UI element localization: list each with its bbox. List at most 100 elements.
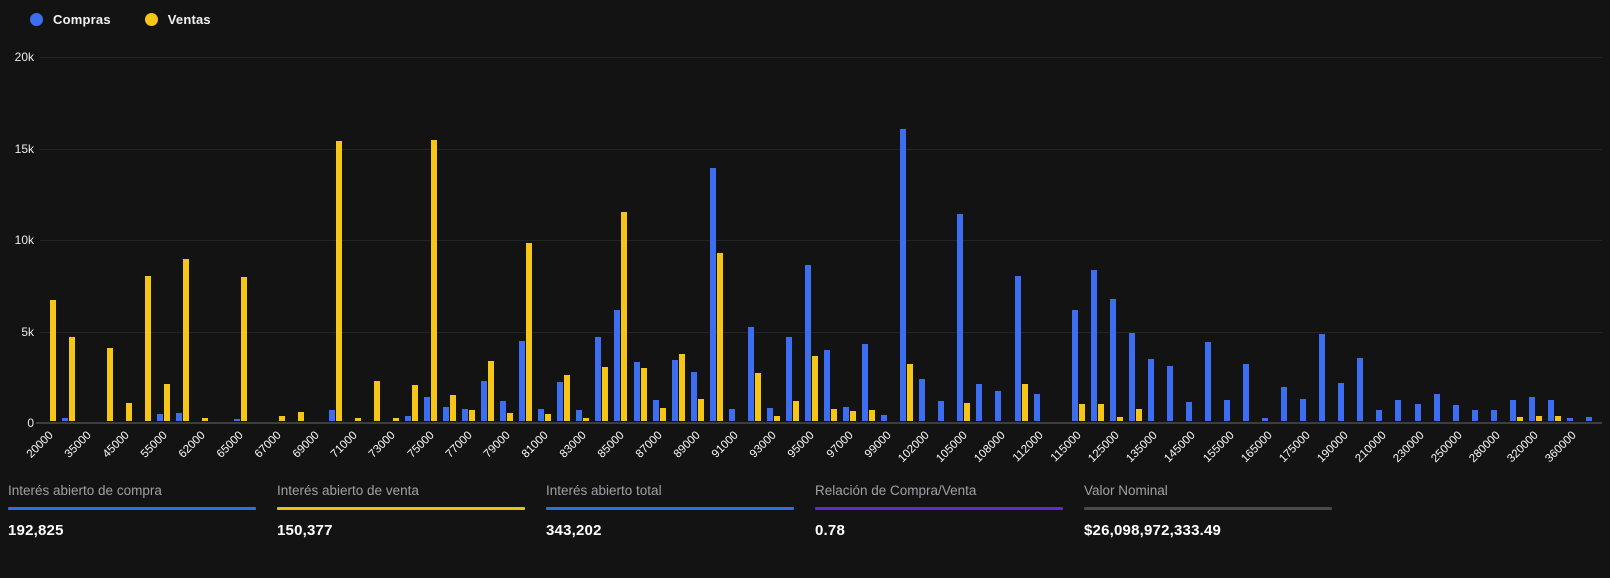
bar-compras[interactable]: [919, 378, 926, 421]
bar-compras[interactable]: [728, 409, 735, 421]
bar-compras[interactable]: [404, 416, 411, 421]
bar-ventas[interactable]: [1535, 416, 1542, 421]
bar-ventas[interactable]: [373, 380, 380, 421]
bar-compras[interactable]: [595, 336, 602, 421]
bar-ventas[interactable]: [335, 141, 342, 421]
bar-compras[interactable]: [785, 336, 792, 421]
bar-compras[interactable]: [1243, 364, 1250, 421]
bar-ventas[interactable]: [240, 277, 247, 421]
bar-ventas[interactable]: [183, 259, 190, 421]
bar-ventas[interactable]: [792, 400, 799, 421]
bar-compras[interactable]: [1566, 418, 1573, 421]
bar-compras[interactable]: [1128, 333, 1135, 421]
bar-compras[interactable]: [1147, 358, 1154, 421]
bar-compras[interactable]: [1224, 399, 1231, 421]
bar-compras[interactable]: [1300, 399, 1307, 421]
bar-compras[interactable]: [1319, 334, 1326, 421]
bar-ventas[interactable]: [1078, 403, 1085, 421]
bar-compras[interactable]: [1585, 416, 1592, 421]
bar-ventas[interactable]: [278, 415, 285, 421]
bar-ventas[interactable]: [811, 356, 818, 421]
bar-compras[interactable]: [62, 418, 69, 421]
bar-ventas[interactable]: [126, 402, 133, 421]
bar-compras[interactable]: [690, 371, 697, 421]
bar-compras[interactable]: [328, 410, 335, 421]
bar-compras[interactable]: [862, 344, 869, 421]
bar-compras[interactable]: [1109, 299, 1116, 421]
bar-compras[interactable]: [614, 310, 621, 421]
bar-compras[interactable]: [1071, 310, 1078, 421]
bar-compras[interactable]: [1547, 399, 1554, 421]
bar-compras[interactable]: [1433, 393, 1440, 421]
bar-compras[interactable]: [1528, 397, 1535, 421]
bar-compras[interactable]: [176, 412, 183, 421]
bar-ventas[interactable]: [1021, 383, 1028, 421]
bar-compras[interactable]: [709, 167, 716, 421]
bar-ventas[interactable]: [507, 412, 514, 421]
bar-compras[interactable]: [500, 400, 507, 421]
bar-compras[interactable]: [1205, 342, 1211, 421]
bar-ventas[interactable]: [69, 336, 76, 421]
bar-compras[interactable]: [1090, 270, 1097, 421]
bar-compras[interactable]: [1281, 387, 1288, 421]
bar-compras[interactable]: [881, 415, 888, 421]
bar-compras[interactable]: [766, 408, 773, 421]
bar-compras[interactable]: [1452, 404, 1459, 421]
bar-compras[interactable]: [1014, 276, 1021, 421]
bar-compras[interactable]: [1338, 382, 1345, 421]
bar-compras[interactable]: [462, 409, 469, 421]
bar-ventas[interactable]: [50, 300, 57, 421]
bar-ventas[interactable]: [907, 364, 914, 421]
bar-ventas[interactable]: [431, 140, 437, 421]
bar-compras[interactable]: [633, 361, 640, 421]
bar-compras[interactable]: [519, 341, 526, 421]
bar-compras[interactable]: [557, 381, 564, 421]
bar-ventas[interactable]: [164, 384, 171, 421]
bar-compras[interactable]: [1357, 357, 1364, 421]
bar-compras[interactable]: [938, 400, 945, 421]
bar-compras[interactable]: [538, 409, 545, 421]
bar-ventas[interactable]: [297, 411, 304, 421]
bar-compras[interactable]: [233, 419, 240, 421]
bar-ventas[interactable]: [869, 410, 876, 421]
bar-ventas[interactable]: [1097, 403, 1104, 421]
bar-ventas[interactable]: [659, 408, 666, 421]
bar-ventas[interactable]: [1516, 416, 1523, 421]
bar-ventas[interactable]: [964, 402, 971, 421]
bar-compras[interactable]: [804, 264, 811, 421]
bar-compras[interactable]: [1033, 393, 1040, 421]
bar-ventas[interactable]: [754, 372, 761, 421]
bar-compras[interactable]: [976, 383, 983, 421]
bar-compras[interactable]: [443, 406, 450, 421]
bar-compras[interactable]: [1262, 418, 1269, 421]
bar-compras[interactable]: [1395, 399, 1402, 421]
bar-compras[interactable]: [1490, 410, 1497, 421]
bar-ventas[interactable]: [716, 252, 723, 421]
bar-compras[interactable]: [900, 129, 907, 421]
bar-ventas[interactable]: [583, 418, 590, 421]
bar-compras[interactable]: [1166, 366, 1173, 421]
bar-ventas[interactable]: [1135, 409, 1142, 421]
bar-ventas[interactable]: [469, 410, 476, 421]
bar-ventas[interactable]: [621, 212, 628, 421]
bar-ventas[interactable]: [392, 418, 399, 421]
bar-compras[interactable]: [652, 399, 659, 421]
bar-ventas[interactable]: [450, 395, 457, 421]
bar-compras[interactable]: [957, 214, 964, 421]
bar-ventas[interactable]: [773, 416, 780, 421]
bar-compras[interactable]: [995, 390, 1002, 421]
bar-ventas[interactable]: [354, 418, 361, 421]
bar-ventas[interactable]: [145, 276, 152, 421]
bar-compras[interactable]: [824, 349, 831, 421]
bar-compras[interactable]: [843, 406, 850, 421]
bar-ventas[interactable]: [697, 399, 704, 421]
bar-compras[interactable]: [671, 359, 678, 421]
bar-compras[interactable]: [1471, 410, 1478, 421]
bar-compras[interactable]: [1376, 410, 1383, 421]
bar-compras[interactable]: [157, 413, 164, 421]
bar-compras[interactable]: [1509, 399, 1516, 421]
bar-compras[interactable]: [481, 380, 488, 421]
bar-ventas[interactable]: [411, 385, 418, 421]
bar-compras[interactable]: [1185, 401, 1192, 421]
bar-ventas[interactable]: [202, 418, 209, 421]
